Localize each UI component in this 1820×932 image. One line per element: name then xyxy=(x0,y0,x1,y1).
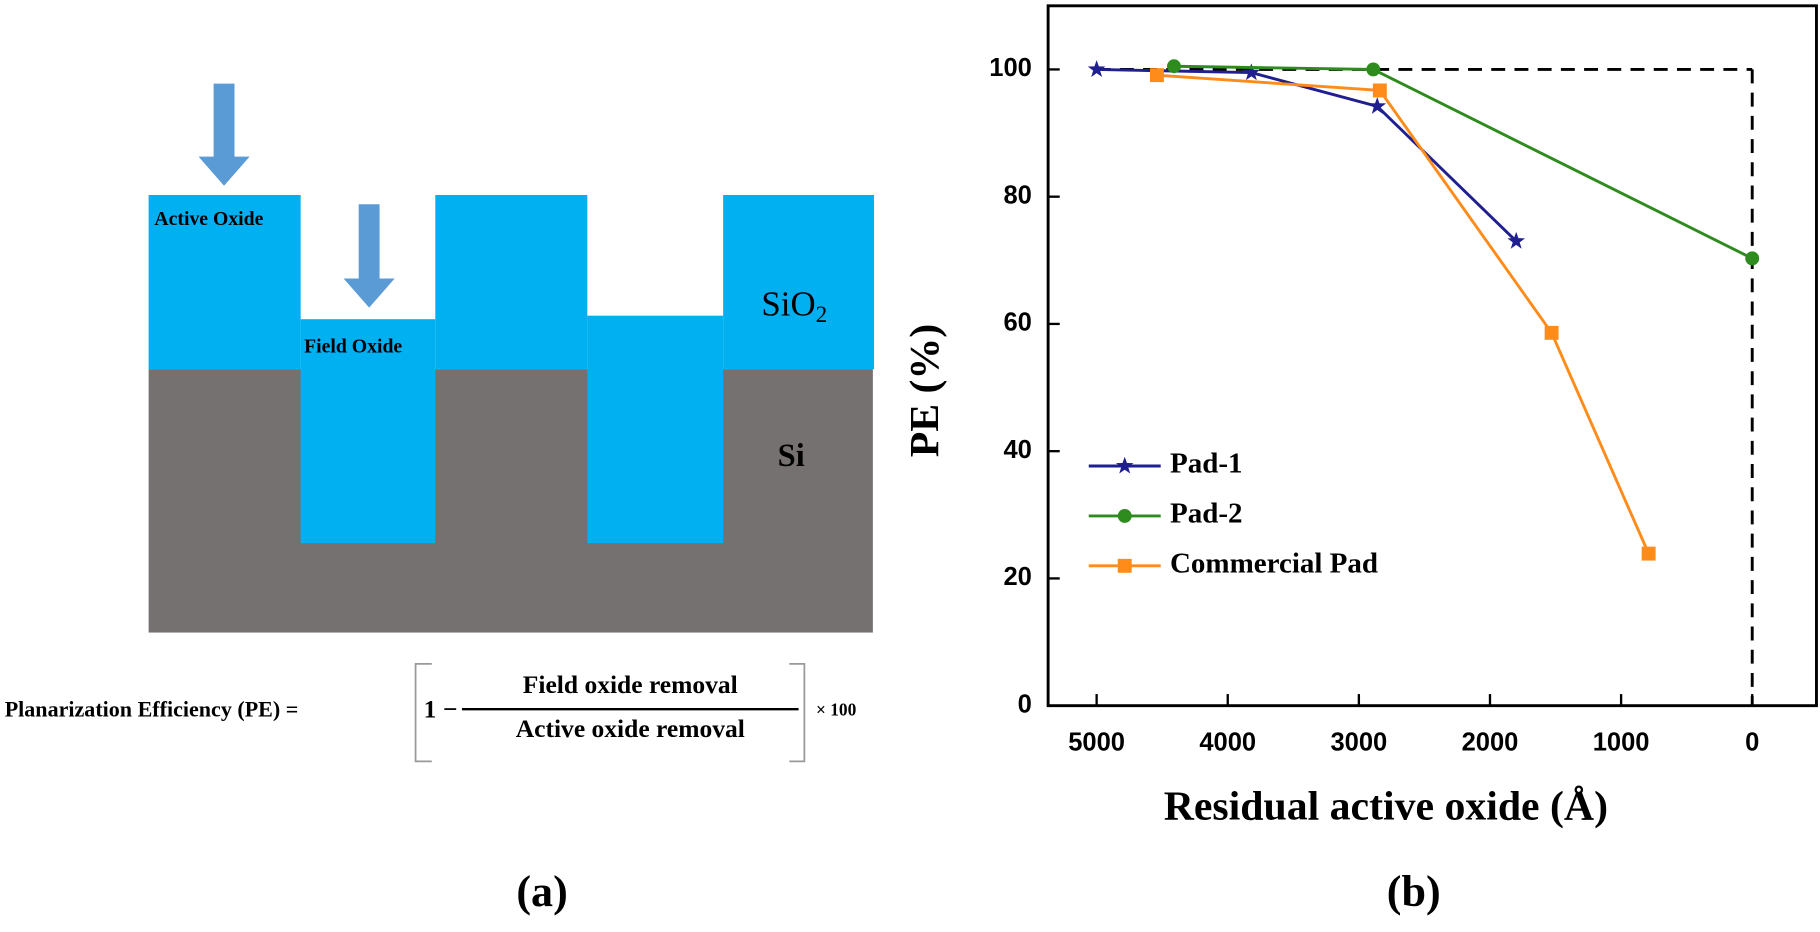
series-line xyxy=(1156,73,1650,555)
y-tick-label: 80 xyxy=(1003,181,1031,209)
series-line xyxy=(1173,64,1753,260)
equation: Field oxide removal xyxy=(523,670,738,699)
label: SiO2 xyxy=(761,285,827,329)
equation: Active oxide removal xyxy=(516,714,745,743)
arrow xyxy=(343,204,395,308)
si-substrate xyxy=(148,369,873,633)
label: Field Oxide xyxy=(304,336,402,358)
equation: 1 − xyxy=(424,694,458,723)
panel-label: (b) xyxy=(1387,867,1441,916)
y-tick-label: 100 xyxy=(989,54,1032,82)
marker xyxy=(1507,231,1526,249)
arrow xyxy=(198,83,250,186)
marker xyxy=(1087,60,1106,77)
marker xyxy=(1149,68,1164,83)
panel-label: (a) xyxy=(516,867,567,916)
x-tick-label: 2000 xyxy=(1462,729,1519,757)
x-tick-label: 5000 xyxy=(1068,729,1125,757)
oxide xyxy=(723,194,875,370)
oxide xyxy=(300,319,436,544)
diagram: Active Oxide Field Oxide SiO2 Si Planari… xyxy=(5,83,875,916)
plot-frame xyxy=(1046,4,1818,708)
legend-marker xyxy=(1117,508,1132,523)
y-tick-label: 40 xyxy=(1003,436,1031,464)
marker xyxy=(1641,546,1656,561)
series-line xyxy=(1096,67,1518,243)
label: SiO xyxy=(761,285,815,324)
legend-label: Pad-2 xyxy=(1170,498,1243,530)
legend-label: Pad-1 xyxy=(1170,448,1243,480)
label: 2 xyxy=(816,302,828,328)
marker xyxy=(1368,97,1387,114)
x-tick-label: 0 xyxy=(1745,729,1759,757)
y-axis-title: PE (%) xyxy=(902,324,948,457)
x-tick-label: 1000 xyxy=(1593,729,1650,757)
y-tick-label: 20 xyxy=(1003,563,1031,591)
chart: 0 20 40 60 80 100 5000 4000 3000 2000 1000 0 Residua… xyxy=(902,4,1818,916)
marker xyxy=(1372,83,1387,98)
legend-marker xyxy=(1117,558,1132,573)
label: Si xyxy=(778,438,805,474)
x-axis-title: Residual active oxide (Å) xyxy=(1164,784,1608,830)
label: Active Oxide xyxy=(154,208,263,230)
marker xyxy=(1167,59,1181,74)
equation: Planarization Efficiency (PE) = xyxy=(5,697,299,722)
marker xyxy=(1242,63,1261,81)
bracket xyxy=(414,663,806,763)
x-tick-label: 4000 xyxy=(1199,729,1256,757)
marker xyxy=(1745,251,1760,266)
marker xyxy=(1544,325,1559,340)
y-tick-label: 60 xyxy=(1003,309,1031,337)
oxide xyxy=(587,315,724,544)
y-tick-label: 0 xyxy=(1018,690,1032,718)
oxide xyxy=(148,194,301,370)
legend-label: Commercial Pad xyxy=(1170,547,1378,579)
marker xyxy=(1366,62,1381,77)
equation: × 100 xyxy=(816,699,857,719)
legend-marker xyxy=(1115,456,1134,474)
x-tick-label: 3000 xyxy=(1330,729,1387,757)
oxide xyxy=(435,194,588,370)
